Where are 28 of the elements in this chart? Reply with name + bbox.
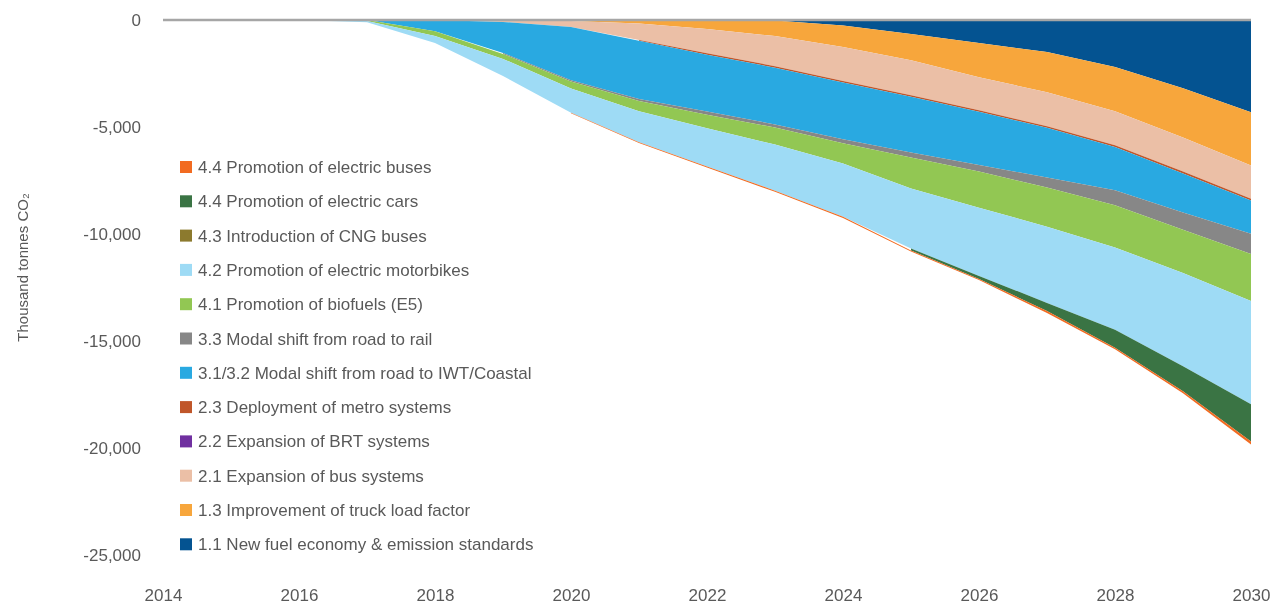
x-tick-label: 2024 bbox=[824, 586, 863, 606]
legend-label: 2.3 Deployment of metro systems bbox=[198, 398, 452, 418]
y-axis-title: Thousand tonnes CO₂ bbox=[14, 193, 31, 342]
x-tick-label: 2018 bbox=[416, 586, 455, 606]
legend-label: 2.1 Expansion of bus systems bbox=[198, 466, 424, 486]
y-tick-label: -20,000 bbox=[83, 438, 141, 458]
legend-label: 3.3 Modal shift from road to rail bbox=[198, 329, 433, 349]
legend-label: 1.1 New fuel economy & emission standards bbox=[198, 535, 534, 555]
legend-label: 1.3 Improvement of truck load factor bbox=[198, 501, 471, 520]
legend-label: 4.2 Promotion of electric motorbikes bbox=[198, 260, 470, 280]
legend-label: 3.1/3.2 Modal shift from road to IWT/Coastal bbox=[198, 363, 532, 383]
legend-label: 4.4 Promotion of electric cars bbox=[198, 192, 419, 212]
x-tick-label: 2030 bbox=[1232, 586, 1270, 606]
legend-label: 4.1 Promotion of biofuels (E5) bbox=[198, 295, 423, 315]
legend-label: 4.4 Promotion of electric buses bbox=[198, 158, 432, 177]
x-tick-label: 2028 bbox=[1096, 586, 1135, 606]
y-tick-label: -5,000 bbox=[92, 117, 141, 137]
x-tick-label: 2014 bbox=[144, 586, 183, 606]
x-tick-label: 2020 bbox=[552, 586, 591, 606]
y-tick-label: -25,000 bbox=[83, 545, 141, 565]
y-tick-label: 0 bbox=[131, 10, 141, 30]
x-tick-label: 2022 bbox=[688, 586, 727, 606]
y-tick-label: -10,000 bbox=[83, 224, 141, 244]
x-tick-label: 2016 bbox=[280, 586, 319, 606]
x-tick-label: 2026 bbox=[960, 586, 999, 606]
legend-label: 2.2 Expansion of BRT systems bbox=[198, 432, 430, 452]
y-tick-label: -15,000 bbox=[83, 331, 141, 351]
legend-label: 4.3 Introduction of CNG buses bbox=[198, 226, 427, 246]
